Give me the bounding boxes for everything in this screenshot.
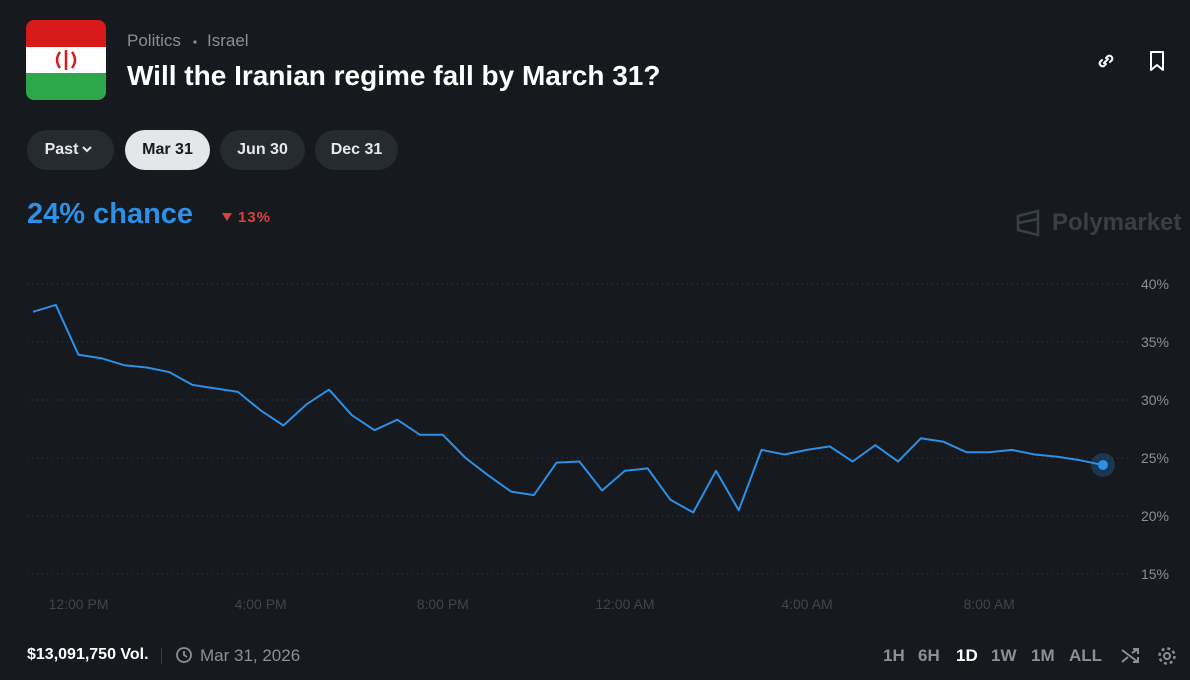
volume: $13,091,750 Vol. [27,646,149,663]
chart: 15% 20% 25% 30% 35% 40% 12:00 PM 4:00 PM 8:00 PM… [27,276,1169,612]
link-button[interactable] [1094,49,1118,73]
dropdown-label: Past [44,141,79,158]
separator [193,40,197,44]
x-tick-label: 12:00 PM [49,596,109,612]
subcategory: Israel [207,31,249,50]
title: Will the Iranian regime fall by March 31… [127,60,661,91]
line [32,303,1104,514]
logo-icon [1016,209,1040,237]
range-button[interactable]: 1H [883,646,905,665]
y-tick-label: 25% [1141,450,1169,466]
divider [161,648,162,664]
y-tick-label: 40% [1141,276,1169,292]
y-tick-label: 30% [1141,392,1169,408]
tab[interactable]: Jun 30 [220,130,305,170]
range-button[interactable]: 1D [956,646,978,665]
down-arrow [222,213,232,221]
x-tick-label: 4:00 PM [235,596,287,612]
category: Politics [127,31,181,50]
y-tick-label: 15% [1141,566,1169,582]
settings-button[interactable] [1156,645,1178,667]
end-point [1098,459,1108,470]
tab[interactable]: Dec 31 [315,130,398,170]
range-button[interactable]: ALL [1069,646,1103,665]
tab[interactable]: Mar 31 [125,130,210,170]
y-tick-label: 20% [1141,508,1169,524]
x-tick-label: 8:00 AM [963,596,1014,612]
chance: 24% chance [27,198,194,230]
watermark: Polymarket [1052,209,1182,236]
bookmark-button[interactable] [1145,49,1169,73]
y-tick-label: 35% [1141,334,1169,350]
range-button[interactable]: 1M [1031,646,1055,665]
shuffle-button[interactable] [1119,645,1141,667]
end-date: Mar 31, 2026 [200,646,301,665]
x-tick-label: 4:00 AM [781,596,832,612]
range-button[interactable]: 1W [991,646,1017,665]
x-tick-label: 12:00 AM [595,596,654,612]
change: 13% [238,209,272,226]
x-tick-label: 8:00 PM [417,596,469,612]
flag [26,20,106,100]
clock-icon [176,647,192,663]
chevron [82,146,93,153]
past-dropdown[interactable]: Past [27,130,114,170]
range-button[interactable]: 6H [918,646,940,665]
